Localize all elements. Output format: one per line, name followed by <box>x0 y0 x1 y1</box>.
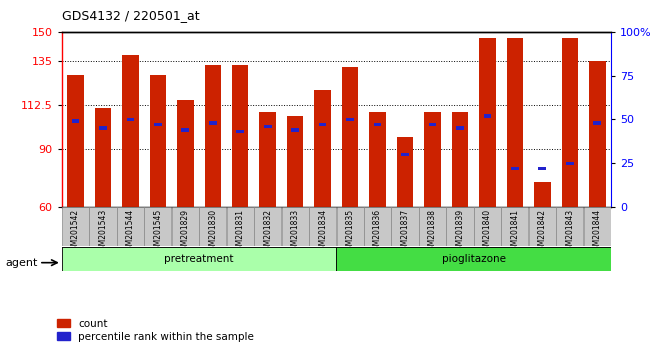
FancyBboxPatch shape <box>89 207 116 246</box>
Text: GSM201834: GSM201834 <box>318 209 327 255</box>
Bar <box>177 100 194 207</box>
Bar <box>456 126 464 130</box>
FancyBboxPatch shape <box>474 207 501 246</box>
Bar <box>318 123 326 126</box>
FancyBboxPatch shape <box>117 207 144 246</box>
Bar <box>506 38 523 207</box>
FancyBboxPatch shape <box>309 207 336 246</box>
FancyBboxPatch shape <box>337 247 611 271</box>
FancyBboxPatch shape <box>62 247 337 271</box>
Bar <box>562 38 578 207</box>
Bar <box>95 108 111 207</box>
FancyBboxPatch shape <box>227 207 254 246</box>
Text: GSM201835: GSM201835 <box>346 209 355 255</box>
FancyBboxPatch shape <box>144 207 172 246</box>
FancyBboxPatch shape <box>199 207 226 246</box>
Bar <box>259 112 276 207</box>
Bar <box>264 125 272 128</box>
Text: GSM201841: GSM201841 <box>510 209 519 255</box>
Bar <box>99 126 107 130</box>
Bar <box>346 118 354 121</box>
Bar <box>593 121 601 125</box>
Bar <box>181 128 189 132</box>
Bar <box>315 90 331 207</box>
FancyBboxPatch shape <box>419 207 446 246</box>
FancyBboxPatch shape <box>254 207 281 246</box>
Bar <box>150 75 166 207</box>
Bar <box>209 121 216 125</box>
FancyBboxPatch shape <box>584 207 611 246</box>
Bar <box>291 128 299 132</box>
FancyBboxPatch shape <box>364 207 391 246</box>
Text: GSM201839: GSM201839 <box>456 209 465 255</box>
Text: GSM201837: GSM201837 <box>400 209 410 255</box>
Text: GSM201542: GSM201542 <box>71 209 80 255</box>
Bar <box>232 65 248 207</box>
FancyBboxPatch shape <box>337 207 364 246</box>
Bar <box>428 123 436 126</box>
Text: GSM201829: GSM201829 <box>181 209 190 255</box>
Bar <box>401 153 409 156</box>
Bar <box>566 161 574 165</box>
Bar <box>511 167 519 170</box>
Bar <box>237 130 244 133</box>
Bar <box>396 137 413 207</box>
FancyBboxPatch shape <box>391 207 419 246</box>
Bar <box>287 115 304 207</box>
Text: GSM201838: GSM201838 <box>428 209 437 255</box>
Legend: count, percentile rank within the sample: count, percentile rank within the sample <box>57 319 254 342</box>
Bar <box>369 112 386 207</box>
FancyBboxPatch shape <box>556 207 584 246</box>
Text: GSM201844: GSM201844 <box>593 209 602 255</box>
Text: GSM201843: GSM201843 <box>566 209 575 255</box>
Bar <box>538 167 546 170</box>
Bar <box>342 67 358 207</box>
Bar <box>122 55 138 207</box>
Text: GSM201543: GSM201543 <box>98 209 107 255</box>
Bar <box>374 123 382 126</box>
FancyBboxPatch shape <box>281 207 309 246</box>
FancyBboxPatch shape <box>172 207 199 246</box>
Bar <box>589 61 606 207</box>
Bar <box>424 112 441 207</box>
Text: GSM201545: GSM201545 <box>153 209 162 255</box>
Bar <box>67 75 84 207</box>
Text: GSM201840: GSM201840 <box>483 209 492 255</box>
Text: GSM201833: GSM201833 <box>291 209 300 255</box>
FancyBboxPatch shape <box>62 207 89 246</box>
FancyBboxPatch shape <box>501 207 528 246</box>
Bar <box>534 182 551 207</box>
FancyBboxPatch shape <box>528 207 556 246</box>
Text: agent: agent <box>5 258 38 268</box>
Bar <box>452 112 468 207</box>
Bar <box>484 114 491 118</box>
Text: pretreatment: pretreatment <box>164 254 234 264</box>
Bar <box>479 38 496 207</box>
Text: GSM201830: GSM201830 <box>208 209 217 255</box>
Text: pioglitazone: pioglitazone <box>442 254 506 264</box>
Text: GSM201836: GSM201836 <box>373 209 382 255</box>
Bar <box>72 120 79 123</box>
Text: GSM201544: GSM201544 <box>126 209 135 255</box>
Text: GSM201832: GSM201832 <box>263 209 272 255</box>
FancyBboxPatch shape <box>447 207 474 246</box>
Text: GSM201842: GSM201842 <box>538 209 547 255</box>
Bar <box>205 65 221 207</box>
Text: GSM201831: GSM201831 <box>236 209 245 255</box>
Bar <box>154 123 162 126</box>
Text: GDS4132 / 220501_at: GDS4132 / 220501_at <box>62 9 200 22</box>
Bar <box>127 118 135 121</box>
